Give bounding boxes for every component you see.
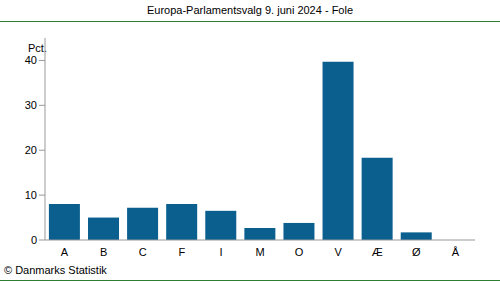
html-text:Pct.: Pct. [28,42,47,54]
svg-text:10: 10 [25,189,37,201]
svg-text:I: I [219,246,222,258]
svg-text:0: 0 [31,234,37,246]
svg-text:30: 30 [25,99,37,111]
svg-text:M: M [255,246,264,258]
html-text:Europa-Parlamentsvalg 9. juni: Europa-Parlamentsvalg 9. juni 2024 - Fol… [147,4,353,16]
svg-text:O: O [295,246,304,258]
svg-text:40: 40 [25,54,37,66]
svg-text:Ø: Ø [412,246,421,258]
svg-text:Æ: Æ [372,246,383,258]
svg-text:F: F [178,246,185,258]
svg-text:Å: Å [452,246,460,258]
svg-text:C: C [139,246,147,258]
svg-text:A: A [61,246,69,258]
svg-text:V: V [335,246,343,258]
svg-text:B: B [100,246,107,258]
html-text:© Danmarks Statistik: © Danmarks Statistik [4,264,107,276]
svg-text:20: 20 [25,144,37,156]
